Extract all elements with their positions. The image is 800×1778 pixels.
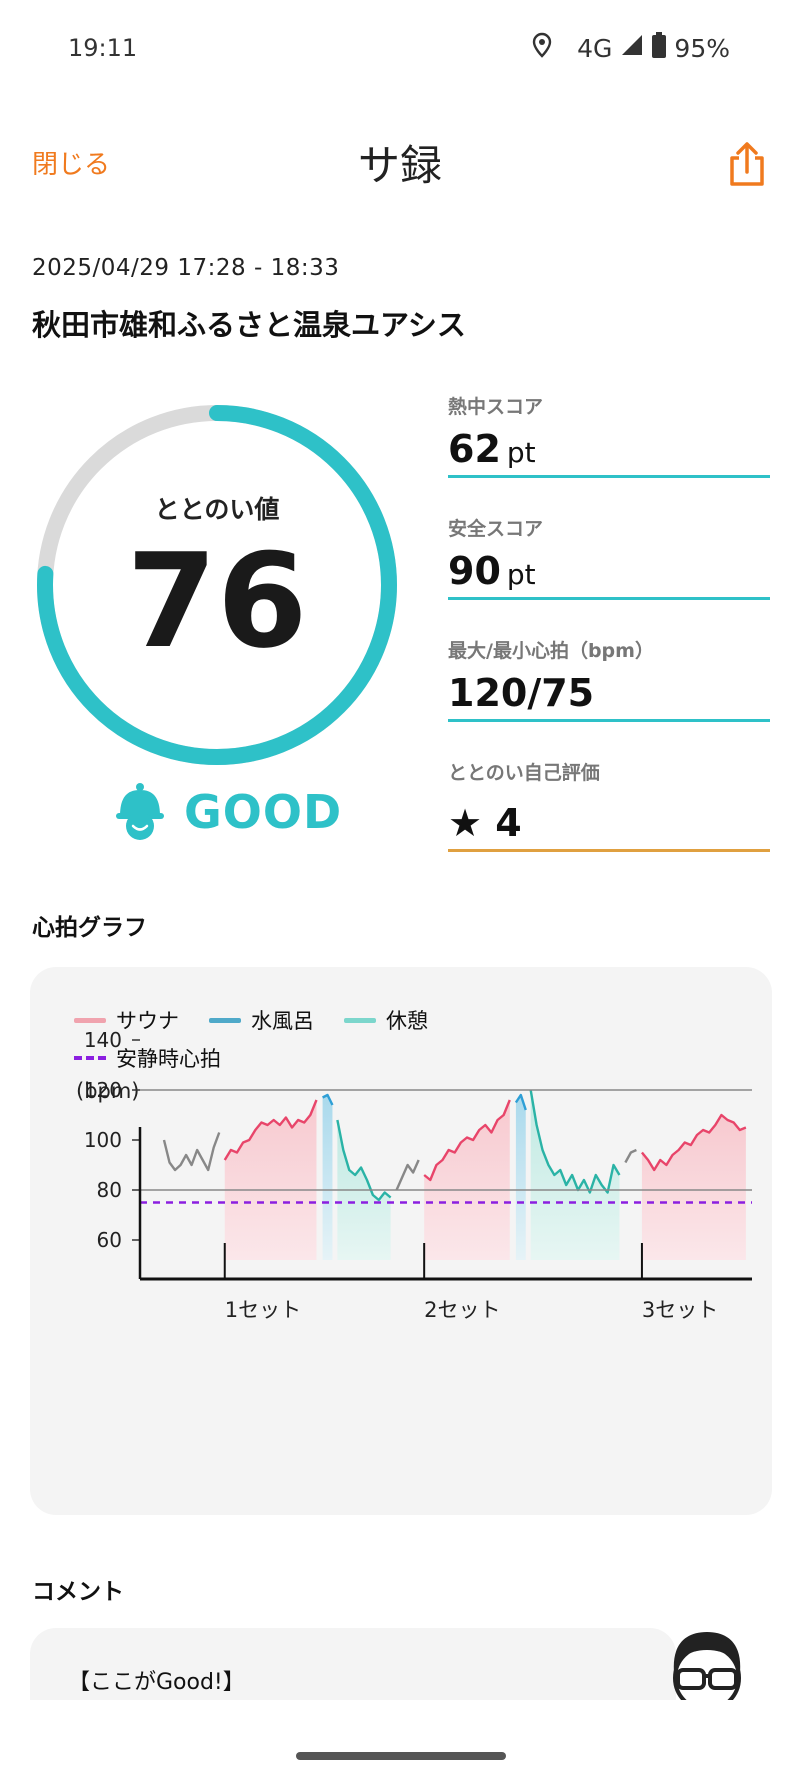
heat-score: 熱中スコア 62 pt <box>448 392 770 478</box>
cold_bath-line <box>322 1093 334 1106</box>
signal-icon <box>620 33 644 63</box>
x-tick-label: 3セット <box>642 1298 718 1322</box>
rating-text: GOOD <box>184 785 343 839</box>
sauna-line <box>223 1099 318 1161</box>
other-line <box>162 1132 221 1172</box>
x-tick-label: 1セット <box>225 1298 301 1322</box>
app-header: 閉じる サ録 <box>0 110 800 210</box>
cold_bath-area <box>515 1095 526 1260</box>
cold_bath-line <box>514 1093 527 1111</box>
page-title: サ録 <box>357 141 442 190</box>
y-tick-label: 60 <box>97 1228 122 1252</box>
other-line <box>624 1148 637 1164</box>
close-button[interactable]: 閉じる <box>32 150 111 180</box>
score-unit: pt <box>506 436 536 469</box>
glasses-man-icon <box>673 1632 741 1712</box>
network-label: 4G <box>577 33 613 63</box>
y-axis-unit: (bpm) <box>76 1079 140 1103</box>
sauna-area <box>641 1115 746 1260</box>
status-bar: 19:11 4G 95% <box>0 0 800 100</box>
comment-section-title: コメント <box>32 1579 124 1605</box>
share-button[interactable] <box>726 140 768 188</box>
sauna-hat-icon <box>116 783 164 840</box>
legend-sauna: サウナ <box>74 1005 179 1035</box>
y-tick-label: 100 <box>84 1128 122 1152</box>
cold_bath-area <box>322 1095 333 1260</box>
score-underline <box>448 597 770 600</box>
legend-cold-bath: 水風呂 <box>209 1005 314 1035</box>
score-underline <box>448 719 770 722</box>
gauge-value: 76 <box>126 525 308 677</box>
session-datetime: 2025/04/29 17:28 - 18:33 <box>32 255 340 281</box>
sauna-area <box>424 1100 510 1260</box>
heart-rate-range: 最大/最小心拍（bpm） 120/75 <box>448 636 770 722</box>
y-tick-label: 140 <box>84 1028 122 1052</box>
comment-text: 【ここがGood!】 <box>68 1670 245 1695</box>
graph-legend: サウナ 水風呂 休憩 <box>74 1005 458 1035</box>
score-label: 最大/最小心拍（bpm） <box>448 640 654 662</box>
rest-line <box>336 1119 392 1202</box>
safety-score: 安全スコア 90 pt <box>448 514 770 600</box>
graph-legend-resting: 安静時心拍 <box>74 1043 251 1073</box>
score-value: 90 <box>448 549 501 593</box>
score-underline <box>448 849 770 852</box>
heart-rate-chart: 140 120 100 80 60 1セット 2セット 3セット <box>84 1028 752 1322</box>
x-tick-label: 2セット <box>424 1298 500 1322</box>
facility-name: 秋田市雄和ふるさと温泉ユアシス <box>32 308 466 342</box>
rest-area <box>530 1090 620 1260</box>
other-line <box>395 1159 420 1191</box>
legend-resting-hr: 安静時心拍 <box>74 1043 221 1073</box>
totonoi-rating: GOOD <box>114 782 342 842</box>
self-evaluation: ととのい自己評価 ★ 4 <box>448 758 770 852</box>
y-tick-label: 80 <box>97 1178 122 1202</box>
score-unit: pt <box>506 558 536 591</box>
rest-line <box>529 1089 621 1194</box>
battery-label: 95% <box>674 33 730 63</box>
sauna-line <box>423 1099 511 1182</box>
legend-rest: 休憩 <box>344 1005 428 1035</box>
score-underline <box>448 475 770 478</box>
share-icon <box>730 142 764 186</box>
graph-section-title: 心拍グラフ <box>32 915 147 941</box>
score-label: ととのい自己評価 <box>448 762 600 784</box>
score-value: 62 <box>448 427 501 471</box>
score-label: 熱中スコア <box>448 396 544 418</box>
home-indicator[interactable] <box>296 1752 506 1760</box>
sauna-line <box>641 1113 747 1172</box>
score-value: 120/75 <box>448 671 595 715</box>
gauge-label: ととのい値 <box>154 495 280 524</box>
gauge-ring <box>37 405 397 765</box>
location-icon <box>531 32 553 64</box>
battery-icon <box>652 32 667 64</box>
y-tick-label: 120 <box>84 1078 122 1102</box>
sauna-area <box>224 1100 317 1260</box>
score-label: 安全スコア <box>448 518 544 540</box>
status-time: 19:11 <box>68 34 138 62</box>
heart-rate-graph-card: サウナ 水風呂 休憩 安静時心拍 (bpm) 140 120 100 80 60 1セット… <box>30 967 772 1515</box>
score-value: ★ 4 <box>448 801 522 845</box>
totonoi-gauge: ととのい値 76 <box>30 398 404 772</box>
advisor-avatar <box>664 1626 750 1716</box>
